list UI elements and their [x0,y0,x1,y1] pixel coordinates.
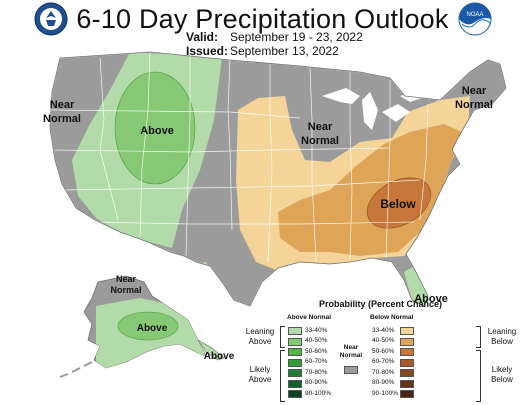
legend-near-normal-line1: Near [343,344,359,351]
legend-bracket-leaning-above [280,326,285,348]
issued-label: Issued: [186,44,229,58]
aleutian-islands [59,361,93,378]
label-great-lakes-near-normal-2: Normal [301,135,339,147]
legend-below-range: 70-80% [372,368,395,376]
below-moderate-region-southeast [278,124,462,256]
legend-above-swatch [288,358,302,367]
legend-above-range: 50-60% [305,347,328,355]
legend-likely-below-line1: Likely [491,365,513,374]
legend-near-normal-label: Near Normal [336,344,366,360]
legend-above-swatch [288,327,302,335]
great-lakes [322,88,422,130]
commerce-seal-icon [34,2,68,36]
valid-value: September 19 - 23, 2022 [230,30,363,44]
label-northwest-above: Above [140,125,174,137]
legend-leaning-below-line1: Leaning [487,327,517,336]
header: 6-10 Day Precipitation Outlook Valid: Sep… [0,0,525,60]
above-leaning-region-florida [404,266,430,306]
legend-below-range: 80-90% [372,379,395,386]
label-northeast-near-normal-2: Normal [455,99,493,111]
label-west-near-normal-1: Near [50,99,75,111]
legend-likely-above-line1: Likely [249,365,271,374]
legend-below-swatch [400,358,414,367]
legend-likely-above-line2: Above [248,375,272,384]
legend-near-normal-swatch [344,366,358,374]
page-title: 6-10 Day Precipitation Outlook [76,4,449,34]
legend-below-range: 33-40% [372,326,395,334]
legend-above-swatch [288,390,302,398]
legend-likely-below-line2: Below [491,375,513,384]
legend-bracket-leaning-below [476,326,481,348]
issued-date: Issued: September 13, 2022 [186,44,339,58]
label-southeast-below: Below [380,197,416,211]
legend: Probability (Percent Chance) Above Norma… [240,298,525,405]
legend-likely-above: Likely Above [240,365,280,385]
above-moderate-region-west [114,71,196,185]
legend-leaning-above-line2: Above [248,337,272,346]
legend-below-range: 90-100% [372,389,399,397]
label-northeast-near-normal-1: Near [462,85,487,97]
label-alaska-near-normal-2: Normal [110,285,141,295]
legend-below-swatch [400,348,414,356]
valid-label: Valid: [186,30,219,44]
legend-bracket-likely-below [476,350,481,402]
legend-above-swatch [288,337,302,346]
alaska-above-moderate-region [117,311,179,341]
legend-below-header: Below Normal [370,314,414,321]
legend-below-swatch [400,337,414,346]
label-west-near-normal-2: Normal [43,113,81,125]
legend-below-range: 60-70% [372,358,395,365]
legend-above-range: 90-100% [305,389,332,397]
legend-leaning-below: Leaning Below [482,327,522,347]
label-florida-above: Above [414,293,448,305]
label-great-lakes-near-normal-1: Near [308,121,333,133]
legend-above-range: 33-40% [305,326,328,334]
label-aleutian-above: Above [204,351,235,362]
legend-below-swatch [400,390,414,398]
legend-leaning-above: Leaning Above [240,327,280,347]
legend-above-header: Above Normal [287,314,332,321]
issued-value: September 13, 2022 [230,44,339,58]
valid-dates: Valid: September 19 - 23, 2022 [186,30,363,44]
legend-below-swatch [400,327,414,335]
legend-leaning-above-line1: Leaning [245,327,275,336]
legend-below-range: 50-60% [372,347,395,355]
noaa-logo-icon: NOAA [458,2,492,36]
legend-above-swatch [288,379,302,388]
legend-below-swatch [400,379,414,388]
noaa-logo-text: NOAA [466,12,483,18]
legend-bracket-likely-above [280,350,285,402]
legend-leaning-below-line2: Below [491,337,513,346]
legend-near-normal-line2: Normal [339,352,363,359]
legend-below-swatch [400,369,414,377]
conus-map [49,51,507,307]
state-borders [51,52,429,263]
legend-above-range: 60-70% [305,358,328,365]
legend-title: Probability (Percent Chance) [318,299,443,309]
legend-likely-below: Likely Below [482,365,522,385]
legend-above-range: 80-90% [305,379,328,386]
legend-above-swatch [288,369,302,377]
label-alaska-near-normal-1: Near [116,274,137,284]
alaska-panhandle [197,339,225,361]
legend-below-range: 40-50% [372,337,395,344]
legend-above-swatch [288,348,302,356]
legend-above-range: 40-50% [305,337,328,344]
conus-outline [49,51,507,307]
label-alaska-above: Above [137,323,168,334]
legend-above-range: 70-80% [305,368,328,376]
